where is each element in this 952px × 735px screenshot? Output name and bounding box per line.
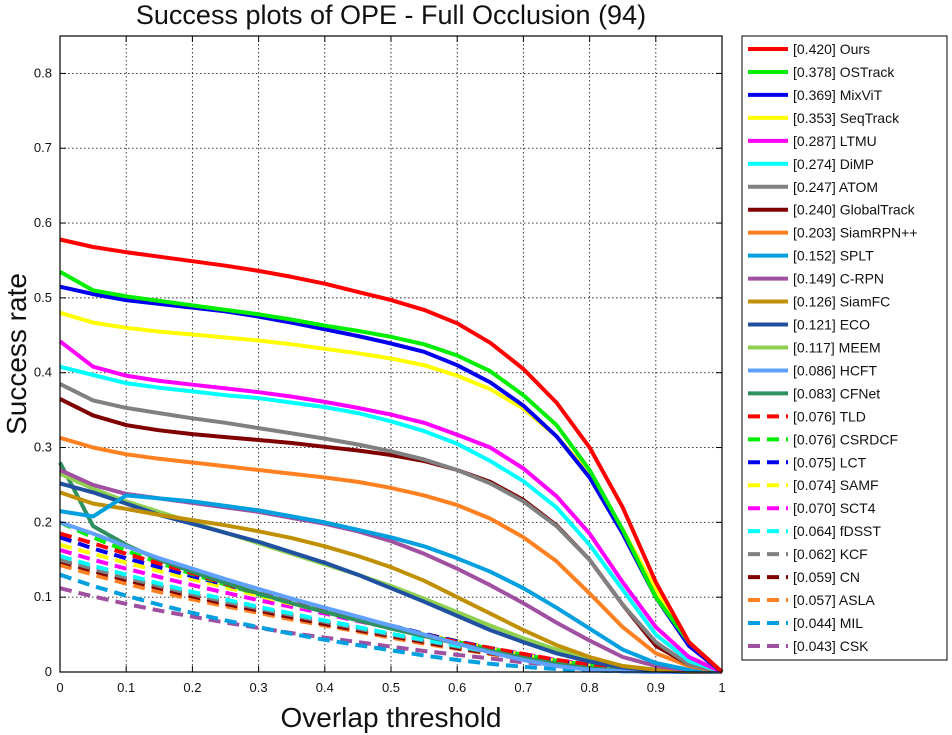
legend-label-globaltrack: [0.240] GlobalTrack	[793, 202, 916, 218]
series-line-ostrack	[59, 269, 724, 674]
x-tick-label: 0.5	[382, 680, 400, 695]
legend-label-ostrack: [0.378] OSTrack	[793, 64, 895, 80]
y-tick-label: 0	[45, 664, 52, 679]
y-tick-label: 0.1	[34, 589, 52, 604]
legend-label-atom: [0.247] ATOM	[793, 179, 878, 195]
x-tick-label: 0.4	[316, 680, 334, 695]
legend-label-c-rpn: [0.149] C-RPN	[793, 271, 884, 287]
legend-label-samf: [0.074] SAMF	[793, 477, 879, 493]
series-line-atom	[59, 382, 723, 674]
series-line-mixvit	[59, 284, 724, 674]
y-tick-label: 0.7	[34, 140, 52, 155]
legend-label-mil: [0.044] MIL	[793, 615, 863, 631]
x-tick-label: 0.1	[117, 680, 135, 695]
series-line-hcft	[59, 520, 722, 674]
legend-label-cn: [0.059] CN	[793, 569, 860, 585]
series-line-dimp	[59, 364, 723, 674]
y-tick-label: 0.4	[34, 365, 52, 380]
legend-label-kcf: [0.062] KCF	[793, 546, 868, 562]
x-tick-label: 0.2	[183, 680, 201, 695]
legend-label-tld: [0.076] TLD	[793, 408, 866, 424]
x-tick-label: 0.8	[581, 680, 599, 695]
legend-label-cfnet: [0.083] CFNet	[793, 385, 880, 401]
series-line-siamrpn-	[59, 435, 723, 674]
x-tick-label: 0.3	[250, 680, 268, 695]
series-line-ours	[59, 237, 724, 674]
legend-label-sct4: [0.070] SCT4	[793, 500, 876, 516]
legend-label-meem: [0.117] MEEM	[793, 339, 881, 355]
legend-label-seqtrack: [0.353] SeqTrack	[793, 110, 900, 126]
legend: [0.420] Ours [0.378] OSTrack [0.369] MixVi…	[741, 35, 948, 661]
series-line-siamfc	[59, 490, 723, 674]
y-tick-label: 0.3	[34, 440, 52, 455]
legend-label-ours: [0.420] Ours	[793, 41, 870, 57]
legend-label-eco: [0.121] ECO	[793, 317, 870, 333]
series-line-fdsst	[59, 554, 722, 674]
x-tick-label: 0.9	[647, 680, 665, 695]
legend-label-dimp: [0.274] DiMP	[793, 156, 874, 172]
series-line-sct4	[59, 548, 722, 674]
x-tick-label: 0.7	[514, 680, 532, 695]
y-tick-label: 0.6	[34, 215, 52, 230]
legend-label-csrdcf: [0.076] CSRDCF	[793, 431, 898, 447]
legend-label-csk: [0.043] CSK	[793, 638, 869, 654]
y-tick-label: 0.5	[34, 290, 52, 305]
legend-label-ltmu: [0.287] LTMU	[793, 133, 877, 149]
series-layer	[58, 237, 724, 674]
legend-label-mixvit: [0.369] MixViT	[793, 87, 883, 103]
series-line-samf	[59, 542, 722, 674]
legend-label-fdsst: [0.064] fDSST	[793, 523, 881, 539]
x-tick-label: 0.6	[448, 680, 466, 695]
y-tick-label: 0.8	[34, 65, 52, 80]
x-tick-label: 1	[718, 680, 725, 695]
y-axis-label: Success rate	[1, 273, 32, 435]
legend-label-siamrpn-: [0.203] SiamRPN++	[793, 225, 918, 241]
axis-ticks: 0 0.1 0.2 0.3 0.4 0.5 0.6 0.7 0.8 0.9 1 0 0.1 0.2 0.3 0…	[34, 36, 726, 695]
legend-label-hcft: [0.086] HCFT	[793, 362, 877, 378]
legend-label-splt: [0.152] SPLT	[793, 248, 874, 264]
chart-title: Success plots of OPE - Full Occlusion (9…	[136, 0, 646, 30]
legend-label-siamfc: [0.126] SiamFC	[793, 294, 890, 310]
legend-label-lct: [0.075] LCT	[793, 454, 867, 470]
x-tick-label: 0	[56, 680, 63, 695]
series-line-ltmu	[58, 339, 723, 674]
series-line-splt	[59, 493, 723, 674]
x-axis-label: Overlap threshold	[280, 702, 501, 733]
legend-label-asla: [0.057] ASLA	[793, 592, 875, 608]
y-tick-label: 0.2	[34, 514, 52, 529]
